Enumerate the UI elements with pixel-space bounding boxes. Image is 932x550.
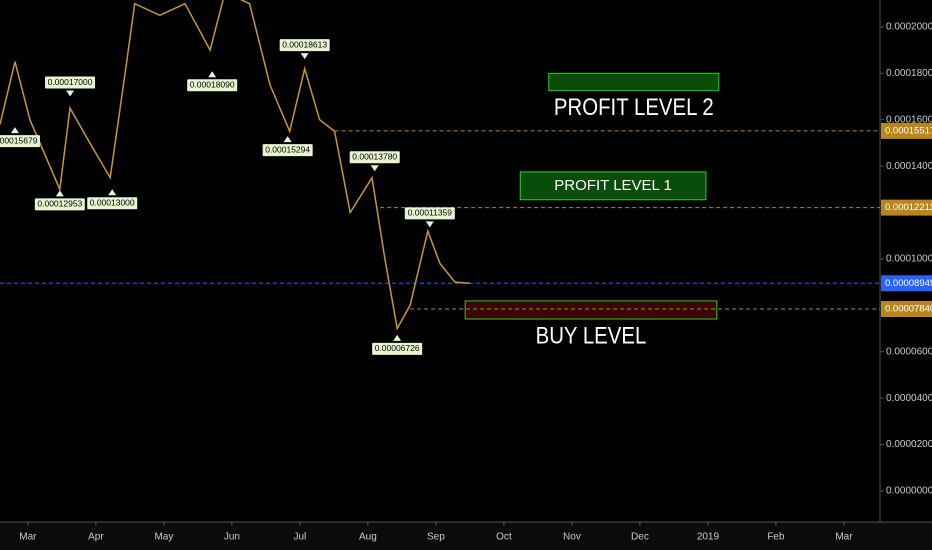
x-tick-label: 2019	[697, 532, 720, 543]
x-tick-label: Dec	[631, 532, 649, 543]
x-tick-label: Mar	[835, 532, 853, 543]
annotation-box	[404, 207, 455, 220]
x-tick-label: Mar	[19, 532, 37, 543]
annotation-box	[262, 144, 313, 157]
x-tick-label: Jul	[294, 532, 307, 543]
annotation-box	[0, 135, 40, 148]
time-axis	[0, 522, 932, 550]
level-tag-label: 0.00015517	[885, 125, 932, 136]
price-line	[0, 0, 470, 331]
annotation-box	[45, 76, 96, 89]
zone-label: BUY LEVEL	[536, 322, 647, 349]
level-tag-label: 0.00008949	[885, 278, 932, 289]
annotation-box	[187, 79, 238, 92]
annotation-box	[34, 198, 85, 211]
level-tag-label: 0.00012211	[885, 202, 932, 213]
annotation-pointer	[10, 127, 19, 134]
level-tag	[881, 275, 932, 292]
annotation-box	[372, 342, 423, 355]
x-tick-label: Sep	[427, 532, 445, 543]
x-tick-label: Apr	[88, 532, 104, 543]
annotation-pointer	[283, 136, 292, 143]
annotation-box	[87, 197, 138, 210]
annotation-label: 0.00017000	[48, 77, 93, 87]
annotation-label: 0.00011359	[408, 208, 453, 218]
annotation-pointer	[55, 190, 64, 197]
x-tick-label: May	[154, 532, 173, 543]
annotation-label: 0.00015294	[265, 144, 310, 154]
annotation-pointer	[108, 189, 117, 196]
annotation-label: 0.00013780	[352, 151, 397, 161]
level-tag	[881, 122, 932, 139]
annotation-pointer	[393, 334, 402, 341]
x-tick-label: Nov	[563, 532, 581, 543]
zone-box	[519, 171, 707, 201]
x-tick-label: Feb	[767, 532, 785, 543]
annotation-label: 0.00006726	[375, 343, 420, 353]
zone-box	[548, 72, 720, 92]
level-tag	[881, 301, 932, 318]
x-tick-label: Aug	[359, 532, 377, 543]
annotation-label: 0.00018613	[282, 39, 327, 49]
annotation-label: 0.00012953	[37, 199, 82, 209]
level-tag-label: 0.00007840	[885, 304, 932, 315]
y-tick-label: 0.00020000	[886, 22, 932, 33]
zone-label: PROFIT LEVEL 1	[554, 177, 672, 194]
annotation-label: 0.00015679	[0, 135, 38, 145]
zone-label: PROFIT LEVEL 2	[554, 94, 714, 121]
annotation-pointer	[66, 90, 75, 97]
annotation-pointer	[208, 71, 217, 78]
annotation-box	[279, 39, 330, 52]
zone-box	[464, 300, 718, 320]
annotation-pointer	[425, 221, 434, 228]
annotation-label: 0.00018090	[190, 79, 235, 89]
annotation-pointer	[370, 165, 379, 172]
annotation-box	[349, 151, 400, 164]
x-tick-label: Oct	[496, 532, 512, 543]
annotation-label: 0.00013000	[90, 198, 135, 208]
x-tick-label: Jun	[224, 532, 240, 543]
annotation-pointer	[300, 53, 309, 60]
level-tag	[881, 199, 932, 216]
